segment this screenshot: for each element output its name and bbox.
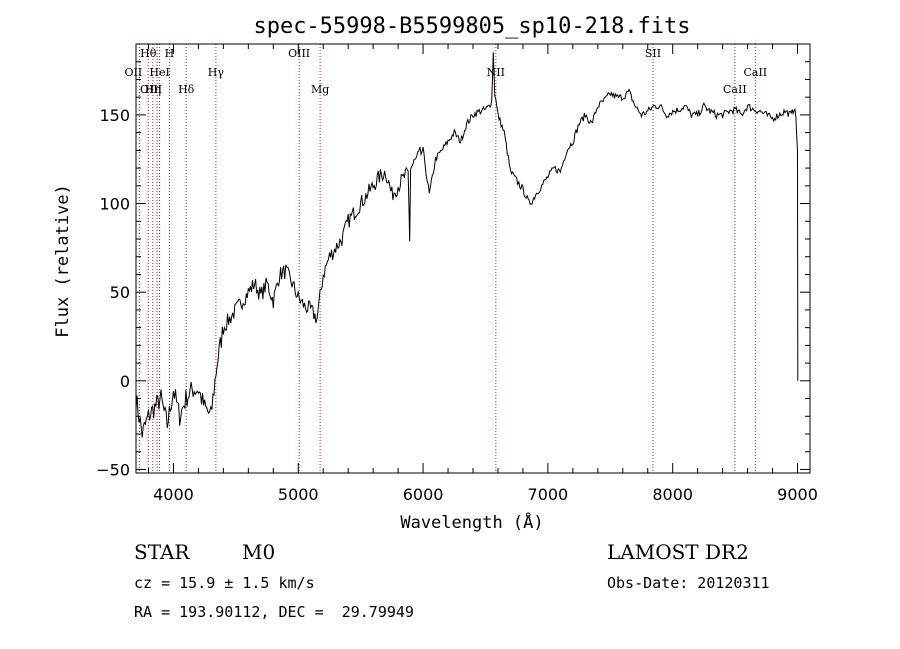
x-tick-label: 4000 [153,485,194,504]
x-tick-label: 8000 [652,485,693,504]
spectral-line-label: Mg [311,83,329,96]
spectral-line-label: Hθ [140,47,157,60]
spectral-line-label: OIII [140,83,162,96]
x-tick-label: 5000 [278,485,319,504]
spectrum-series [135,52,799,438]
y-axis: −50 0 50 100 150 [96,61,810,479]
spectral-line-label: NII [487,66,505,79]
spectral-line-label: Hη [145,83,161,96]
spectral-line-label: Hγ [208,66,225,79]
object-subclass: M0 [242,540,276,564]
spectral-line-label: Hδ [178,83,195,96]
spectral-line-label: HeI [149,66,169,79]
spectral-line-label: CaII [723,83,747,96]
survey-label: LAMOST DR2 [607,540,749,564]
obs-date-text: Obs-Date: 20120311 [607,574,770,592]
x-axis-label: Wavelength (Å) [400,511,543,533]
spectral-line-label: H [165,47,175,60]
y-axis-label: Flux (relative) [53,184,73,338]
y-tick-label: 100 [99,195,130,214]
object-class: STAR [134,540,190,564]
y-tick-label: −50 [96,460,130,479]
spectral-line-label: CaII [743,66,767,79]
y-tick-label: 50 [110,283,130,302]
y-tick-label: 150 [99,106,130,125]
x-tick-label: 7000 [528,485,569,504]
x-axis: 4000 5000 6000 7000 8000 9000 [147,44,818,504]
spectral-line-label: SII [645,47,661,60]
spectral-line-label: OIII [288,47,310,60]
spectral-line-label: OII [125,66,143,79]
coordinates-text: RA = 193.90112, DEC = 29.79949 [134,603,414,621]
redshift-text: cz = 15.9 ± 1.5 km/s [134,574,315,592]
x-tick-label: 9000 [777,485,818,504]
y-tick-label: 0 [120,372,130,391]
x-tick-label: 6000 [403,485,444,504]
chart-title: spec-55998-B5599805_sp10-218.fits [253,14,690,39]
spectral-line-markers [138,44,756,473]
